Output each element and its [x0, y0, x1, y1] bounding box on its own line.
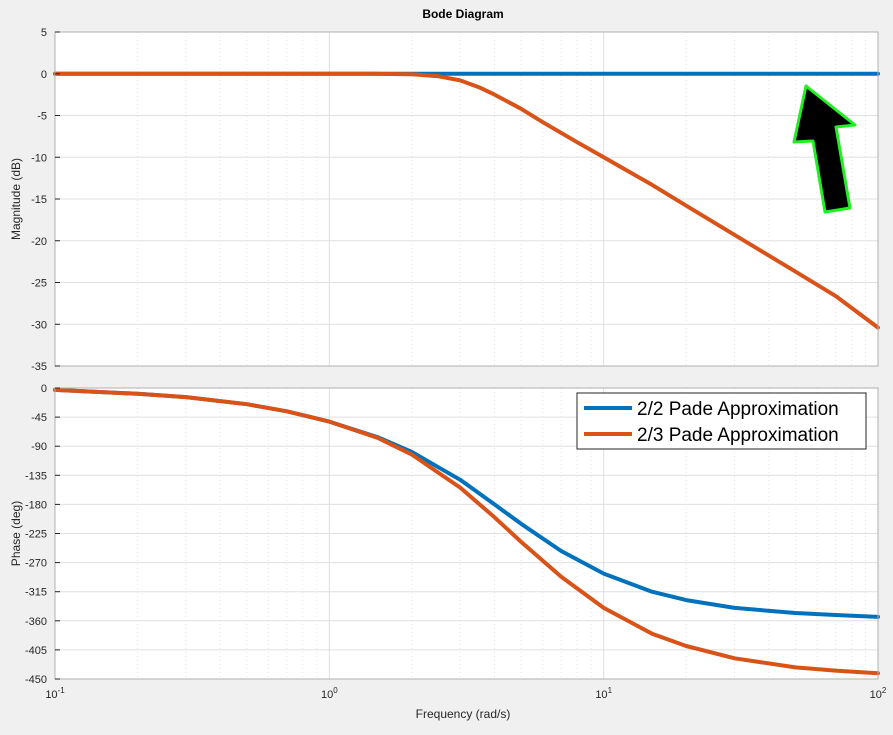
legend-label-series-1: 2/2 Pade Approximation	[637, 399, 839, 420]
y-tick-label: -45	[31, 412, 47, 424]
x-tick-label: 100	[321, 686, 338, 701]
y-tick-label: -25	[31, 278, 47, 290]
magnitude-series-2	[53, 71, 880, 330]
y-tick-label: -405	[25, 645, 47, 657]
y-tick-label: -35	[31, 361, 47, 373]
magnitude-y-label: Magnitude (dB)	[9, 158, 23, 240]
y-tick-label: -225	[25, 529, 47, 541]
y-tick-label: -90	[31, 441, 47, 453]
magnitude-panel: 5 0 -5 -10 -15 -20 -25 -30 -35 Magnitude (dB)	[9, 27, 880, 373]
x-axis-label: Frequency (rad/s)	[416, 707, 511, 721]
x-tick-label: 101	[595, 686, 612, 701]
y-tick-label: 0	[41, 383, 47, 395]
y-tick-label: -315	[25, 587, 47, 599]
phase-y-label: Phase (deg)	[9, 501, 23, 566]
legend-box	[576, 392, 867, 450]
magnitude-y-ticks: 5 0 -5 -10 -15 -20 -25 -30 -35	[31, 27, 60, 373]
y-tick-label: -30	[31, 319, 47, 331]
y-tick-label: -360	[25, 616, 47, 628]
annotation-arrow-icon	[794, 86, 855, 212]
magnitude-series	[53, 71, 880, 330]
y-tick-label: 5	[41, 27, 47, 39]
x-ticks: 10-1 100 101 102	[45, 686, 887, 701]
y-tick-label: -270	[25, 558, 47, 570]
legend-label-series-2: 2/3 Pade Approximation	[637, 425, 839, 446]
y-tick-label: -10	[31, 152, 47, 164]
phase-series	[53, 387, 880, 676]
annotation-arrow-outline	[792, 84, 857, 214]
y-tick-label: -180	[25, 499, 47, 511]
y-tick-label: -20	[31, 236, 47, 248]
y-tick-label: -450	[25, 674, 47, 686]
x-tick-label: 10-1	[45, 686, 65, 701]
y-tick-label: 0	[41, 69, 47, 81]
x-tick-label: 102	[870, 686, 887, 701]
phase-y-ticks: 0 -45 -90 -135 -180 -225 -270 -315 -360 -405 -450	[25, 383, 60, 686]
chart-title: Bode Diagram	[422, 7, 503, 21]
legend: 2/2 Pade Approximation 2/3 Pade Approxim…	[576, 392, 867, 450]
phase-series-2	[53, 387, 880, 676]
y-tick-label: -5	[37, 111, 47, 123]
y-tick-label: -135	[25, 470, 47, 482]
y-tick-label: -15	[31, 194, 47, 206]
